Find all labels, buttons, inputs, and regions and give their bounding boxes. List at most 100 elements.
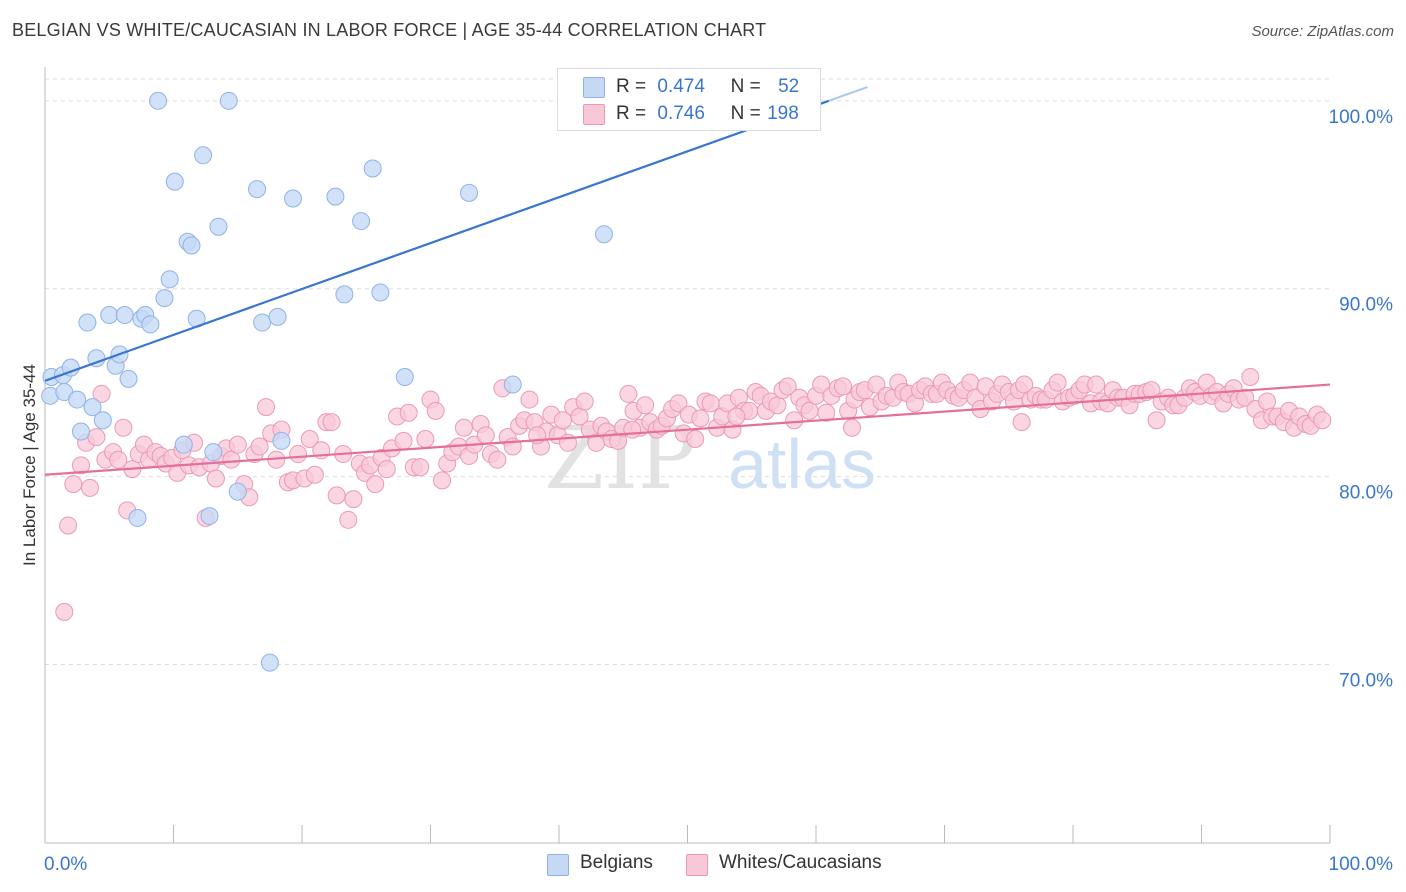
whites-point: [87, 428, 106, 447]
whites-point: [812, 375, 831, 394]
whites-point: [366, 475, 385, 494]
whites-points: [55, 368, 1332, 621]
belgians-point: [68, 390, 87, 409]
legend-r-label: R =: [616, 103, 647, 124]
belgians-point: [71, 422, 90, 441]
belgians-point: [209, 217, 228, 236]
legend-whites-r: 0.746: [657, 103, 705, 124]
axes: [44, 67, 1331, 844]
belgians-point: [200, 507, 219, 526]
belgians-point: [228, 482, 247, 501]
y-tick-label: 100.0%: [1329, 107, 1394, 128]
whites-point: [80, 478, 99, 497]
trend-lines: [44, 86, 1331, 476]
whites-point: [623, 420, 642, 439]
whites-point: [55, 602, 74, 621]
whites-point: [339, 510, 358, 529]
whites-point: [1147, 411, 1166, 430]
legend-n-label: N =: [730, 103, 761, 124]
whites-point: [399, 403, 418, 422]
belgians-point: [363, 159, 382, 178]
belgians-point: [253, 313, 272, 332]
whites-point: [71, 456, 90, 475]
whites-point: [327, 486, 346, 505]
whites-point: [1313, 411, 1332, 430]
belgians-trend-extension: [828, 86, 868, 102]
belgians-points: [41, 91, 721, 672]
belgians-point: [335, 285, 354, 304]
watermark-atlas: atlas: [728, 425, 876, 503]
belgians-point: [284, 189, 303, 208]
belgians-point: [155, 289, 174, 308]
whites-point: [817, 403, 836, 422]
whites-point: [92, 384, 111, 403]
whites-point: [305, 465, 324, 484]
whites-point: [575, 392, 594, 411]
y-axis-label: In Labor Force | Age 35-44: [20, 364, 39, 566]
bottom-legend-label-belgians: Belgians: [580, 852, 653, 873]
whites-point: [416, 430, 435, 449]
belgians-point: [268, 307, 287, 326]
belgians-point: [219, 91, 238, 110]
whites-point: [322, 413, 341, 432]
belgians-point: [141, 315, 160, 334]
tick-labels: 70.0% 80.0% 90.0% 100.0% 0.0% 100.0%: [44, 107, 1393, 875]
legend-swatch-belgians: [583, 77, 605, 98]
belgians-point: [371, 283, 390, 302]
whites-point: [344, 490, 363, 509]
y-tick-label: 80.0%: [1339, 483, 1393, 504]
whites-point: [488, 450, 507, 469]
whites-point: [222, 450, 241, 469]
whites-point: [669, 394, 688, 413]
whites-point: [686, 430, 705, 449]
whites-point: [636, 396, 655, 415]
belgians-point: [128, 508, 147, 527]
belgians-point: [93, 411, 112, 430]
bottom-legend-swatch-whites: [686, 854, 708, 876]
whites-point: [1048, 373, 1067, 392]
whites-point: [433, 471, 452, 490]
belgians-trend-line: [44, 99, 830, 382]
whites-point: [701, 394, 720, 413]
whites-point: [426, 401, 445, 420]
whites-point: [228, 435, 247, 454]
whites-point: [454, 418, 473, 437]
chart-source: Source: ZipAtlas.com: [1251, 23, 1394, 40]
whites-point: [867, 375, 886, 394]
whites-point: [206, 469, 225, 488]
belgians-point: [352, 212, 371, 231]
whites-point: [250, 437, 269, 456]
whites-point: [394, 431, 413, 450]
whites-point: [114, 418, 133, 437]
belgians-point: [194, 146, 213, 165]
belgians-point: [174, 435, 193, 454]
legend-row-belgians: R = 0.474 N = 52: [558, 74, 820, 100]
belgians-point: [149, 91, 168, 110]
whites-point: [842, 418, 861, 437]
whites-point: [257, 398, 276, 417]
legend-whites-n: 198: [767, 103, 799, 124]
legend-belgians-n: 52: [778, 76, 800, 97]
legend-r-label: R =: [616, 76, 647, 97]
whites-point: [476, 426, 495, 445]
whites-point: [1258, 392, 1277, 411]
belgians-point: [594, 225, 613, 244]
whites-point: [785, 411, 804, 430]
belgians-point: [248, 180, 267, 199]
whites-point: [520, 390, 539, 409]
belgians-point: [83, 398, 102, 417]
whites-point: [833, 377, 852, 396]
whites-trend-line: [44, 383, 1331, 476]
whites-point: [1236, 388, 1255, 407]
belgians-point: [160, 270, 179, 289]
whites-point: [768, 396, 787, 415]
whites-point: [289, 445, 308, 464]
belgians-point: [395, 368, 414, 387]
whites-point: [300, 430, 319, 449]
whites-point: [800, 401, 819, 420]
whites-point: [64, 475, 83, 494]
legend-row-whites: R = 0.746 N = 198: [558, 101, 820, 127]
x-tick-label: 0.0%: [44, 854, 87, 875]
whites-point: [411, 458, 430, 477]
